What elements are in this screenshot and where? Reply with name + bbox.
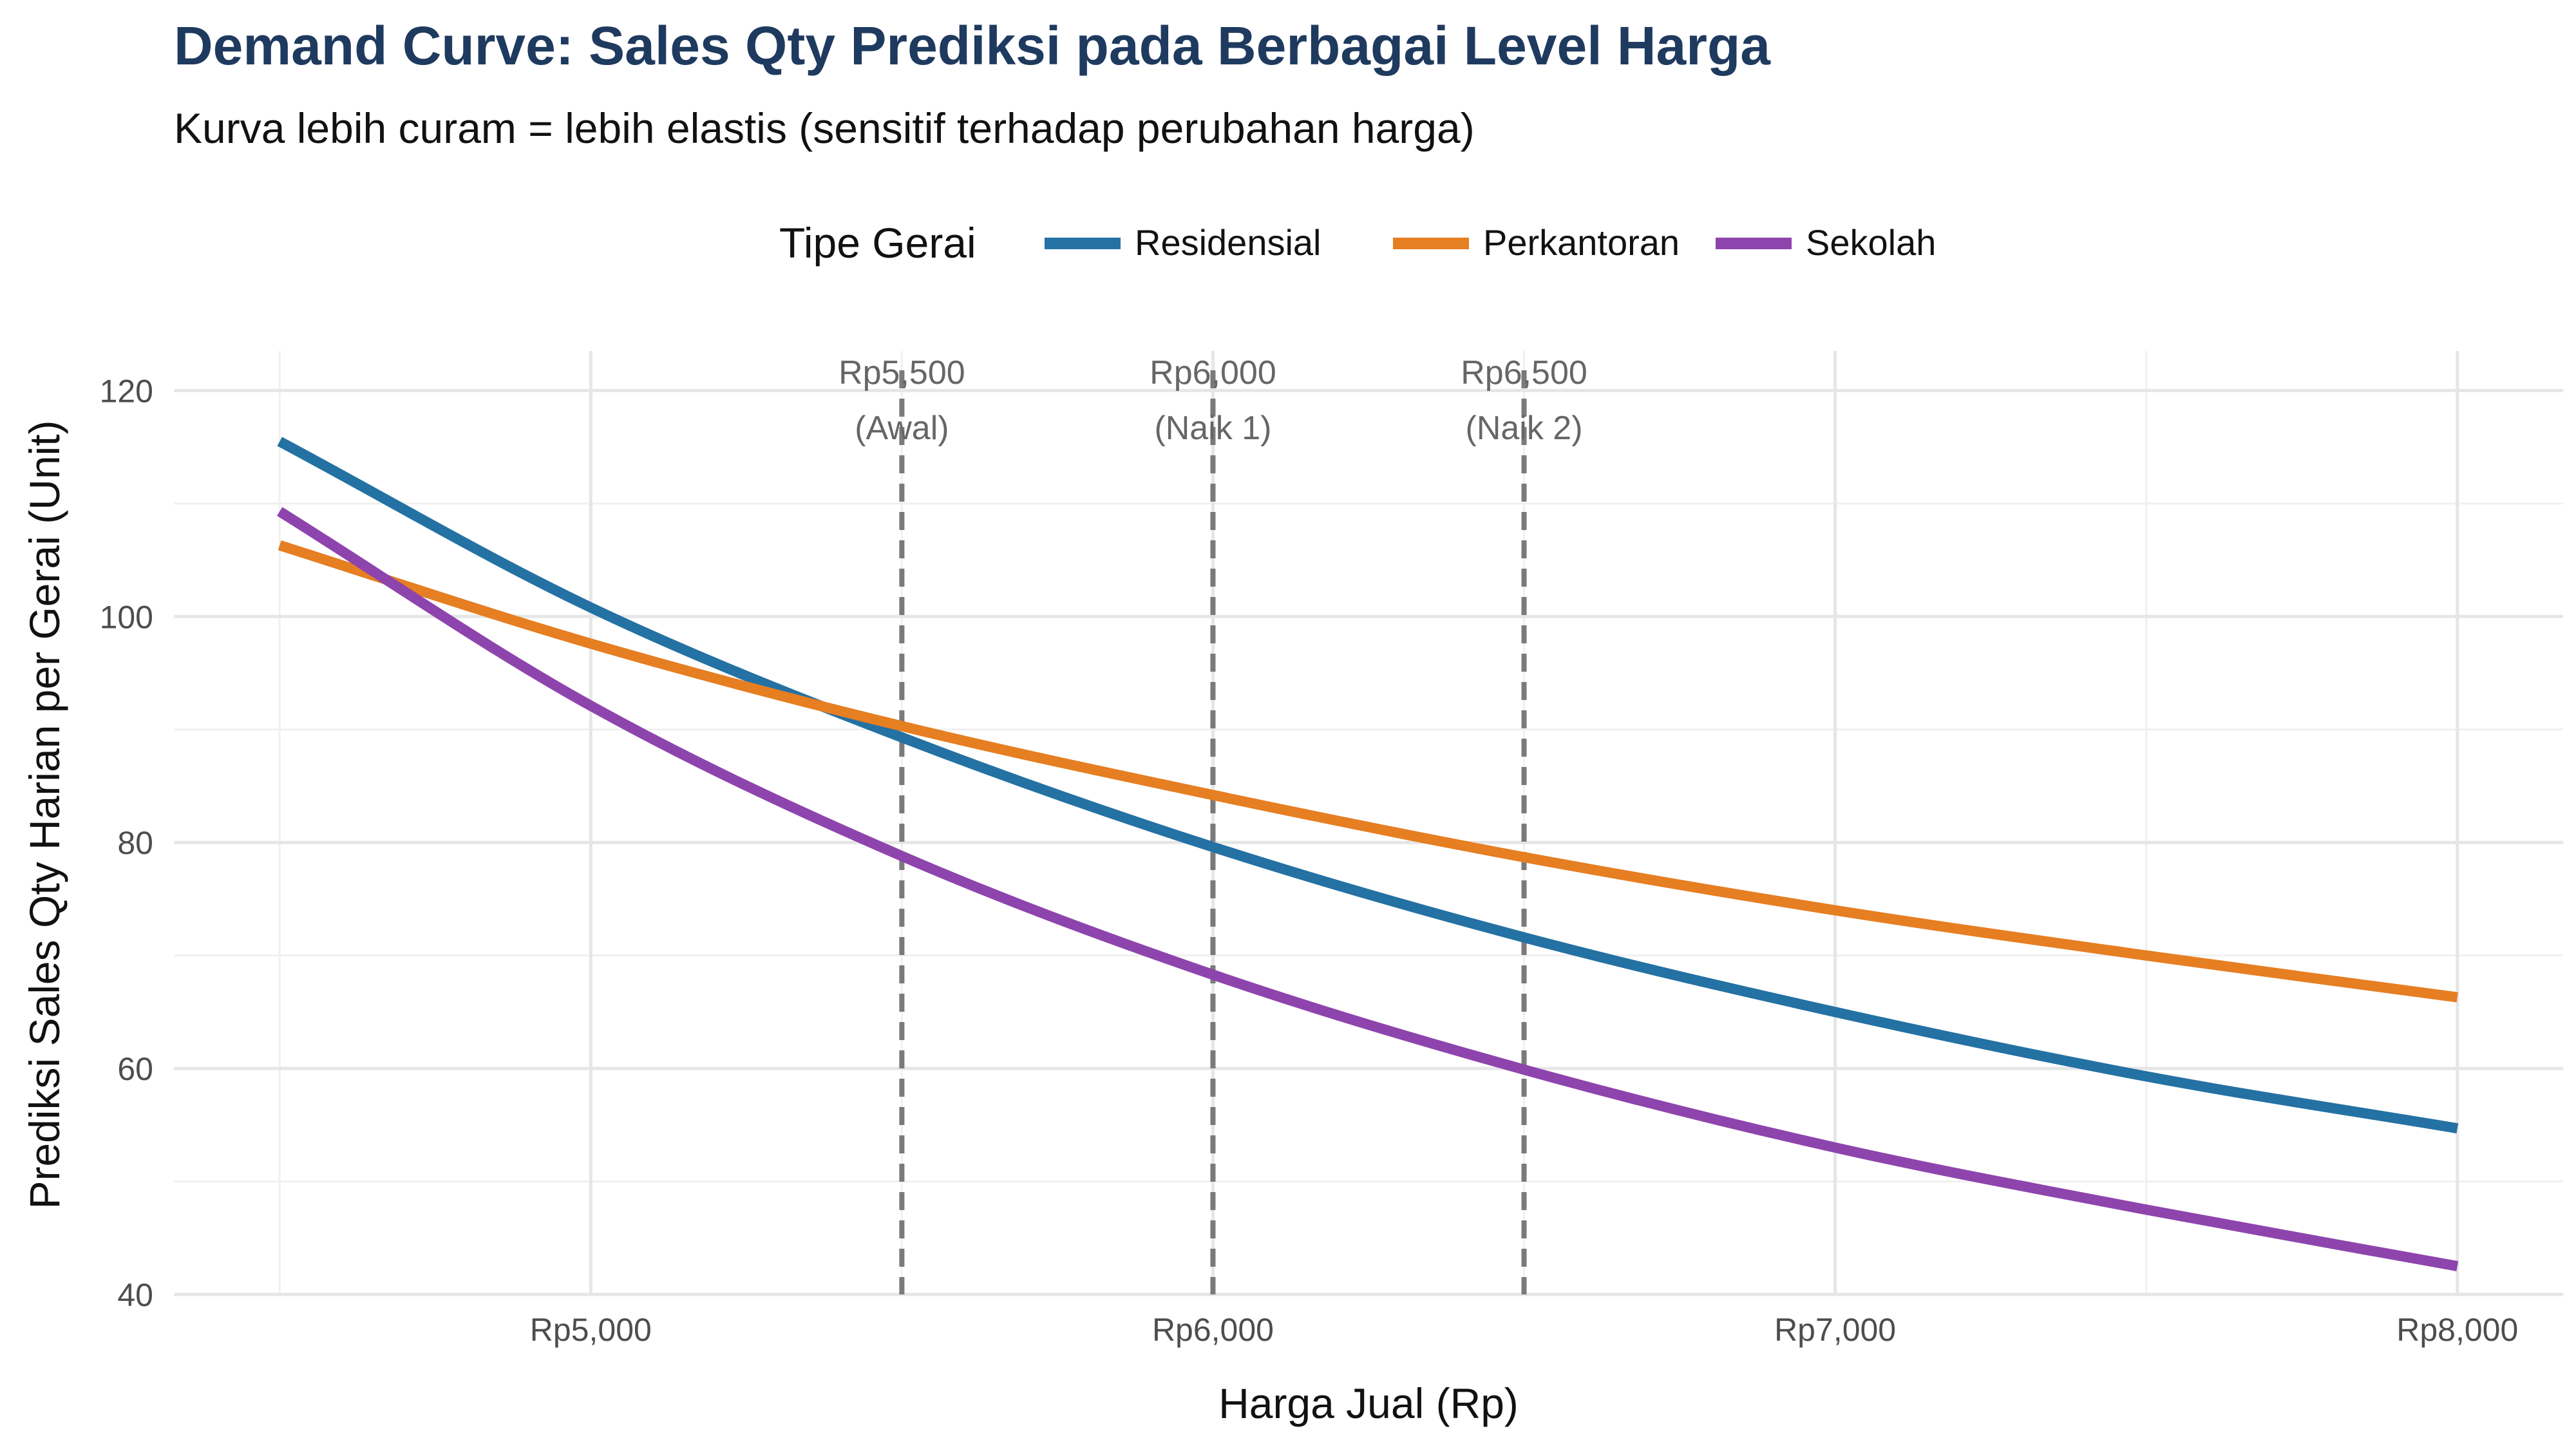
y-tick-label: 120 <box>100 373 153 409</box>
legend-title: Tipe Gerai <box>779 219 976 267</box>
axis-ticks: Rp5,000 Rp6,000 Rp7,000 Rp8,000 40 60 80 100 120 <box>100 373 2519 1348</box>
legend-label-perkantoran: Perkantoran <box>1483 222 1680 263</box>
reference-label-price-2: Rp6,000 <box>1150 354 1276 392</box>
series-line-residensial <box>277 437 2459 1133</box>
reference-label-price-1: Rp5,500 <box>838 354 965 392</box>
series-line-sekolah <box>276 507 2459 1271</box>
gridlines <box>174 351 2563 1296</box>
x-tick-label: Rp6,000 <box>1152 1312 1274 1348</box>
series-lines <box>276 437 2459 1271</box>
y-tick-label: 60 <box>117 1051 153 1087</box>
reference-label-price-3: Rp6,500 <box>1461 354 1587 392</box>
reference-label-note-3: (Naik 2) <box>1466 410 1583 447</box>
reference-label-note-1: (Awal) <box>855 410 949 447</box>
reference-label-note-2: (Naik 1) <box>1154 410 1271 447</box>
reference-lines: Rp5,500 (Awal) Rp6,000 (Naik 1) Rp6,500 (Naik… <box>838 354 1587 1294</box>
series-line-perkantoran <box>278 540 2458 1003</box>
x-axis-title: Harga Jual (Rp) <box>1218 1379 1519 1427</box>
x-tick-label: Rp5,000 <box>530 1312 652 1348</box>
x-tick-label: Rp8,000 <box>2396 1312 2518 1348</box>
y-tick-label: 40 <box>117 1277 153 1313</box>
y-tick-label: 100 <box>100 599 153 635</box>
legend: Tipe Gerai Residensial Perkantoran Sekol… <box>779 219 1936 267</box>
y-axis-title: Prediksi Sales Qty Harian per Gerai (Uni… <box>21 420 68 1209</box>
chart-subtitle: Kurva lebih curam = lebih elastis (sensi… <box>174 104 1475 152</box>
legend-label-residensial: Residensial <box>1135 222 1321 263</box>
legend-label-sekolah: Sekolah <box>1806 222 1936 263</box>
y-tick-label: 80 <box>117 825 153 861</box>
chart-title: Demand Curve: Sales Qty Prediksi pada Be… <box>174 15 1771 76</box>
x-tick-label: Rp7,000 <box>1774 1312 1896 1348</box>
